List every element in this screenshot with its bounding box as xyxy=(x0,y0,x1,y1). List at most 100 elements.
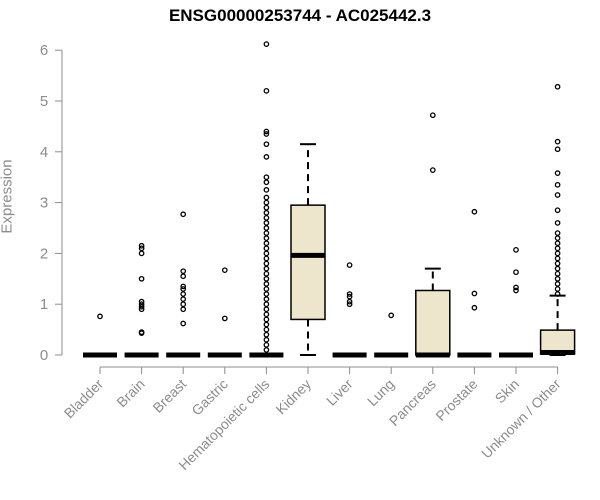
outlier-point xyxy=(513,284,519,291)
outlier-point xyxy=(554,255,561,262)
outlier-point xyxy=(554,235,561,242)
outlier-point xyxy=(180,291,187,297)
box-kidney xyxy=(290,143,326,356)
y-tick-label: 2 xyxy=(40,245,48,262)
outlier-point xyxy=(180,283,187,290)
outlier-point xyxy=(554,146,561,153)
outlier-point xyxy=(554,245,561,252)
outlier-point xyxy=(554,230,561,236)
box-gastric xyxy=(207,267,242,358)
outlier-point xyxy=(263,128,270,135)
outlier-point xyxy=(263,260,270,267)
outlier-point xyxy=(263,331,270,338)
outlier-point xyxy=(346,262,353,268)
box-iqr xyxy=(415,289,451,356)
outlier-point xyxy=(429,167,436,173)
outlier-point xyxy=(263,326,270,333)
outlier-point xyxy=(554,181,561,188)
outlier-point xyxy=(263,321,270,328)
box-pancreas xyxy=(415,112,451,358)
outlier-point xyxy=(554,192,561,198)
outlier-point xyxy=(263,347,270,353)
outlier-point xyxy=(180,296,187,302)
outlier-point xyxy=(263,281,270,287)
outlier-point xyxy=(263,204,270,211)
outlier-point xyxy=(263,250,270,257)
outlier-point xyxy=(554,83,561,90)
y-tick-label: 0 xyxy=(40,347,48,364)
x-tick-label: Breast xyxy=(149,376,189,416)
box-liver xyxy=(332,262,367,358)
outlier-point xyxy=(221,315,228,322)
outlier-point xyxy=(471,304,478,311)
outlier-point xyxy=(221,267,228,274)
outlier-point xyxy=(554,291,561,297)
outlier-point xyxy=(263,174,270,181)
outlier-point xyxy=(180,320,187,327)
outlier-point xyxy=(554,170,561,176)
outlier-point xyxy=(263,306,270,313)
outlier-point xyxy=(180,306,187,313)
outlier-point xyxy=(263,225,270,231)
outlier-point xyxy=(388,312,395,319)
y-tick-label: 6 xyxy=(40,42,48,59)
outlier-point xyxy=(138,303,145,310)
x-tick-label: Brain xyxy=(113,376,147,410)
outlier-point xyxy=(263,296,270,302)
outlier-point xyxy=(263,235,270,242)
box-brain xyxy=(124,242,159,358)
x-tick-label: Lung xyxy=(364,376,397,409)
x-tick-label: Skin xyxy=(492,376,523,407)
outlier-point xyxy=(263,311,270,318)
outlier-point xyxy=(554,240,561,247)
x-tick-label: Kidney xyxy=(273,376,315,418)
outlier-point xyxy=(263,240,270,247)
outlier-point xyxy=(138,298,145,305)
outlier-point xyxy=(263,245,270,252)
box-iqr xyxy=(290,204,326,321)
outlier-point xyxy=(180,286,187,292)
box-lung xyxy=(374,312,409,358)
y-tick-label: 5 xyxy=(40,93,48,110)
outlier-point xyxy=(429,112,436,119)
outlier-point xyxy=(263,179,270,186)
outlier-point xyxy=(180,273,187,280)
outlier-point xyxy=(513,246,519,253)
y-tick-label: 1 xyxy=(40,296,48,313)
outlier-point xyxy=(180,211,187,218)
outlier-point xyxy=(138,242,145,249)
outlier-point xyxy=(180,268,187,275)
outlier-point xyxy=(263,220,270,226)
outlier-point xyxy=(263,341,270,348)
chart-title: ENSG00000253744 - AC025442.3 xyxy=(168,6,432,25)
x-tick-label: Prostate xyxy=(432,376,480,424)
x-tick-label: Unknown / Other xyxy=(478,376,564,462)
x-tick-label: Liver xyxy=(323,376,356,409)
outlier-point xyxy=(263,301,270,308)
outlier-point xyxy=(138,301,145,308)
outlier-point xyxy=(471,290,478,297)
box-skin xyxy=(499,246,533,358)
outlier-point xyxy=(263,291,270,297)
box-breast xyxy=(166,211,201,358)
outlier-point xyxy=(138,250,145,257)
outlier-point xyxy=(513,269,519,276)
box-hematopoietic-cells xyxy=(249,41,284,358)
outlier-point xyxy=(263,275,270,282)
outlier-point xyxy=(263,154,270,160)
outlier-point xyxy=(346,291,353,297)
outlier-point xyxy=(346,298,353,305)
outlier-point xyxy=(554,138,561,145)
outlier-point xyxy=(263,316,270,323)
outlier-point xyxy=(263,87,270,94)
outlier-point xyxy=(138,306,145,313)
outlier-point xyxy=(263,214,270,221)
outlier-point xyxy=(263,41,270,47)
box-unknown-other xyxy=(539,83,576,356)
outlier-point xyxy=(263,265,270,272)
outlier-point xyxy=(263,199,270,206)
y-tick-label: 4 xyxy=(40,144,48,161)
outlier-point xyxy=(263,230,270,236)
outlier-point xyxy=(554,281,561,287)
